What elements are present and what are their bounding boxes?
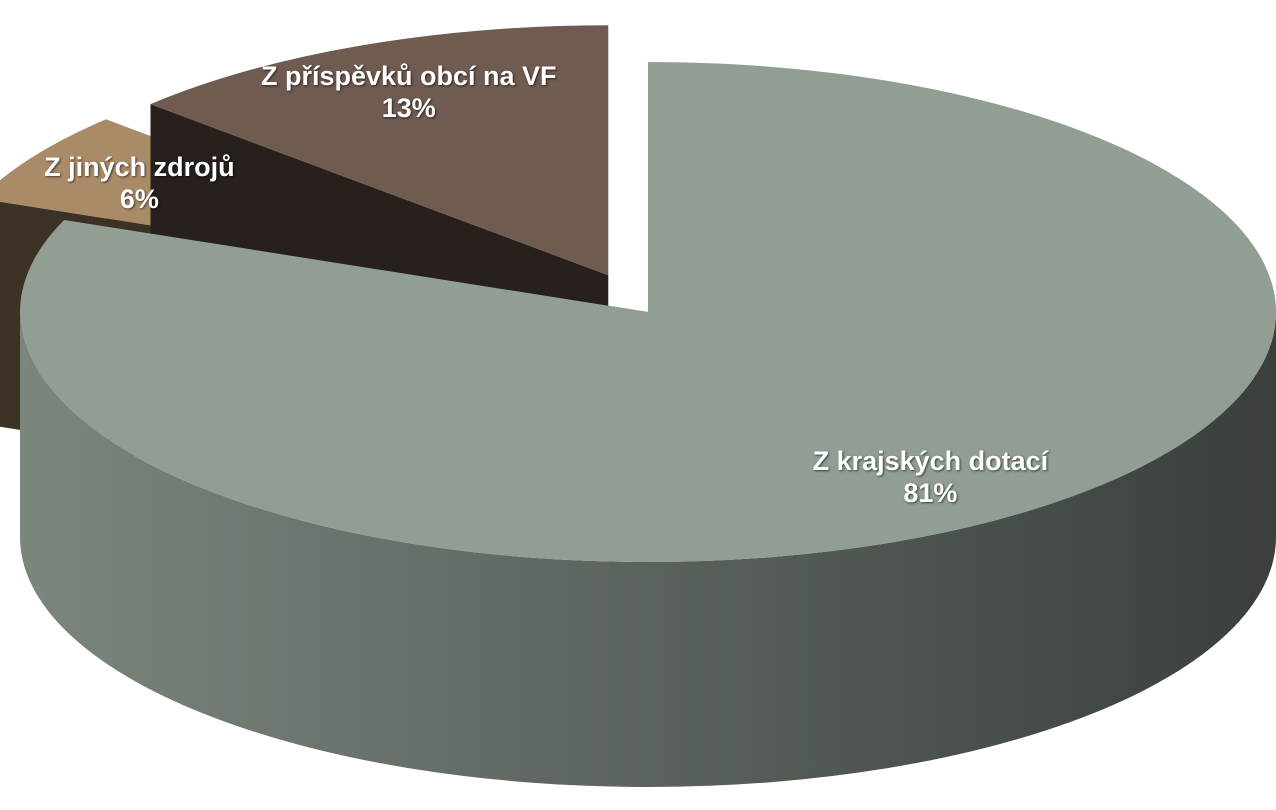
label-name: Z krajských dotací (812, 446, 1049, 477)
slice-outer-wall (20, 312, 1276, 787)
label-name: Z příspěvků obcí na VF (260, 60, 557, 91)
data-label: Z jiných zdrojů 6% (0, 151, 299, 215)
label-name: Z jiných zdrojů (44, 152, 235, 183)
label-value: 13% (381, 92, 436, 123)
slice (19, 62, 1276, 787)
label-value: 81% (903, 478, 958, 509)
label-value: 6% (119, 184, 159, 215)
data-label: Z krajských dotací 81% (770, 445, 1090, 509)
slice-top (19, 62, 1276, 563)
data-label: Z příspěvků obcí na VF 13% (249, 60, 569, 124)
slice-top (150, 25, 609, 276)
